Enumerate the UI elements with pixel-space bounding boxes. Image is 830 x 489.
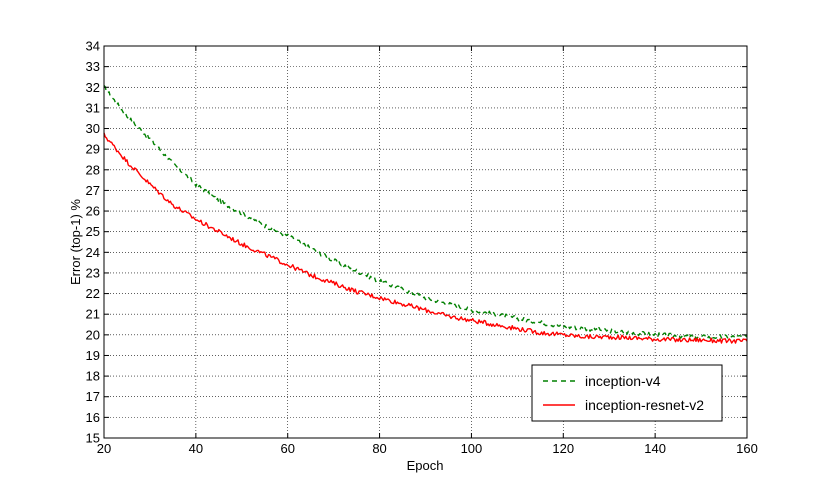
series-layer — [103, 85, 748, 344]
x-tick-label: 140 — [644, 441, 666, 456]
x-tick-label: 120 — [552, 441, 574, 456]
x-axis-label: Epoch — [407, 458, 444, 473]
plot-frame — [103, 45, 748, 439]
x-tick-label: 60 — [280, 441, 294, 456]
y-tick-label: 22 — [86, 286, 100, 301]
y-tick-label: 34 — [86, 39, 100, 54]
y-tick-label: 33 — [86, 59, 100, 74]
y-tick-label: 16 — [86, 410, 100, 425]
y-tick-label: 15 — [86, 431, 100, 446]
y-tick-label: 21 — [86, 307, 100, 322]
y-tick-label: 26 — [86, 204, 100, 219]
y-tick-label: 29 — [86, 142, 100, 157]
x-tick-label: 160 — [736, 441, 758, 456]
y-tick-label: 24 — [86, 245, 100, 260]
y-tick-label: 32 — [86, 80, 100, 95]
legend-box — [531, 364, 723, 422]
grid — [104, 46, 747, 438]
legend-label-inception-resnet-v2: inception-resnet-v2 — [585, 397, 704, 413]
y-tick-label: 28 — [86, 162, 100, 177]
y-tick-label: 30 — [86, 121, 100, 136]
legend: inception-v4 inception-resnet-v2 — [531, 364, 723, 422]
y-tick-label: 19 — [86, 348, 100, 363]
x-tick-label: 100 — [461, 441, 483, 456]
y-tick-label: 17 — [86, 389, 100, 404]
y-tick-label: 25 — [86, 224, 100, 239]
y-axis-label: Error (top-1) % — [68, 199, 83, 285]
x-tick-label: 40 — [189, 441, 203, 456]
y-tick-label: 20 — [86, 327, 100, 342]
y-tick-label: 27 — [86, 183, 100, 198]
series-line-inception-v4 — [103, 85, 748, 340]
x-tick-label: 80 — [372, 441, 386, 456]
y-tick-label: 31 — [86, 100, 100, 115]
series-line-inception-resnet-v2 — [103, 132, 748, 344]
y-tick-label: 23 — [86, 265, 100, 280]
x-tick-label: 20 — [97, 441, 111, 456]
legend-label-inception-v4: inception-v4 — [585, 373, 661, 389]
ticks: 20 40 60 80 100 120 140 160 15 16 17 18 19 20 21 22 23 24… — [86, 39, 758, 457]
y-tick-label: 18 — [86, 369, 100, 384]
